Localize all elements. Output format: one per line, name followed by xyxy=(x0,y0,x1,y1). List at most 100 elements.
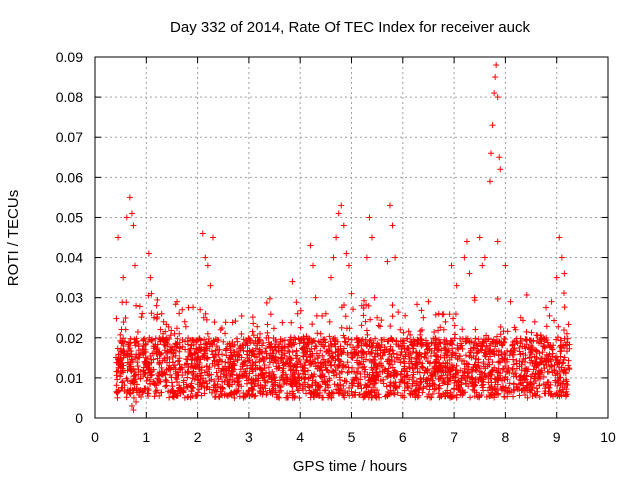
data-point xyxy=(398,348,405,355)
data-point xyxy=(216,346,223,353)
data-point xyxy=(263,334,270,341)
data-point xyxy=(314,354,321,361)
data-point xyxy=(138,393,145,400)
data-point xyxy=(171,330,178,337)
data-point xyxy=(159,337,166,344)
data-point xyxy=(446,311,453,318)
data-point xyxy=(364,331,371,338)
data-point xyxy=(395,356,402,363)
data-point xyxy=(145,292,152,299)
data-point xyxy=(251,393,258,400)
data-point xyxy=(163,349,170,356)
data-point xyxy=(212,347,219,354)
data-point xyxy=(235,387,242,394)
data-point xyxy=(153,315,160,322)
data-point xyxy=(548,298,555,305)
data-point xyxy=(229,319,236,326)
data-point xyxy=(153,350,160,357)
data-point xyxy=(357,360,364,367)
data-point xyxy=(171,390,178,397)
data-point xyxy=(502,262,509,269)
data-point xyxy=(258,349,265,356)
data-point xyxy=(404,335,411,342)
data-point xyxy=(348,336,355,343)
data-point xyxy=(392,254,399,261)
data-point xyxy=(384,373,391,380)
data-point xyxy=(400,355,407,362)
data-point xyxy=(252,392,259,399)
data-point xyxy=(240,394,247,401)
data-point xyxy=(266,295,273,302)
data-point xyxy=(269,353,276,360)
data-point xyxy=(388,334,395,341)
data-point xyxy=(537,331,544,338)
data-point xyxy=(165,323,172,330)
data-point xyxy=(239,360,246,367)
data-point xyxy=(143,377,150,384)
data-point xyxy=(145,250,152,257)
data-point xyxy=(243,338,250,345)
data-point xyxy=(345,336,352,343)
data-point xyxy=(261,362,268,369)
data-point xyxy=(288,319,295,326)
data-point xyxy=(234,338,241,345)
data-point xyxy=(256,365,263,372)
data-point xyxy=(363,390,370,397)
data-point xyxy=(308,345,315,352)
data-point xyxy=(196,335,203,342)
data-point xyxy=(309,321,316,328)
data-point xyxy=(560,327,567,334)
data-point xyxy=(319,312,326,319)
data-point xyxy=(113,315,120,322)
data-point xyxy=(263,369,270,376)
data-point xyxy=(191,376,198,383)
data-point xyxy=(140,388,147,395)
data-point xyxy=(370,384,377,391)
data-point xyxy=(489,122,496,129)
data-point xyxy=(307,389,314,396)
data-point xyxy=(333,234,340,241)
data-point xyxy=(393,371,400,378)
data-point xyxy=(379,352,386,359)
data-point xyxy=(118,379,125,386)
data-point xyxy=(280,376,287,383)
data-point xyxy=(176,344,183,351)
data-point xyxy=(222,366,229,373)
data-point xyxy=(243,380,250,387)
data-point xyxy=(184,368,191,375)
data-point xyxy=(435,390,442,397)
data-point xyxy=(342,363,349,370)
data-point xyxy=(432,311,439,318)
data-point xyxy=(565,321,572,328)
data-point xyxy=(304,367,311,374)
data-point xyxy=(129,386,136,393)
data-point xyxy=(293,299,300,306)
data-point xyxy=(305,375,312,382)
data-point xyxy=(366,371,373,378)
data-point xyxy=(330,254,337,261)
data-point xyxy=(381,349,388,356)
data-point xyxy=(240,347,247,354)
data-point xyxy=(120,274,127,281)
data-point xyxy=(206,335,213,342)
data-point xyxy=(368,343,375,350)
data-point xyxy=(360,297,367,304)
data-point xyxy=(249,358,256,365)
data-point xyxy=(130,406,137,413)
data-point xyxy=(544,339,551,346)
data-point xyxy=(326,333,333,340)
data-point xyxy=(218,358,225,365)
data-point xyxy=(363,301,370,308)
data-point xyxy=(323,348,330,355)
data-point xyxy=(138,314,145,321)
data-point xyxy=(384,258,391,265)
data-point xyxy=(270,325,277,332)
data-point xyxy=(357,376,364,383)
data-point xyxy=(296,340,303,347)
data-point xyxy=(300,381,307,388)
y-tick-label: 0.01 xyxy=(56,370,83,386)
data-point xyxy=(239,342,246,349)
data-point xyxy=(287,355,294,362)
data-point xyxy=(141,371,148,378)
data-point xyxy=(315,338,322,345)
